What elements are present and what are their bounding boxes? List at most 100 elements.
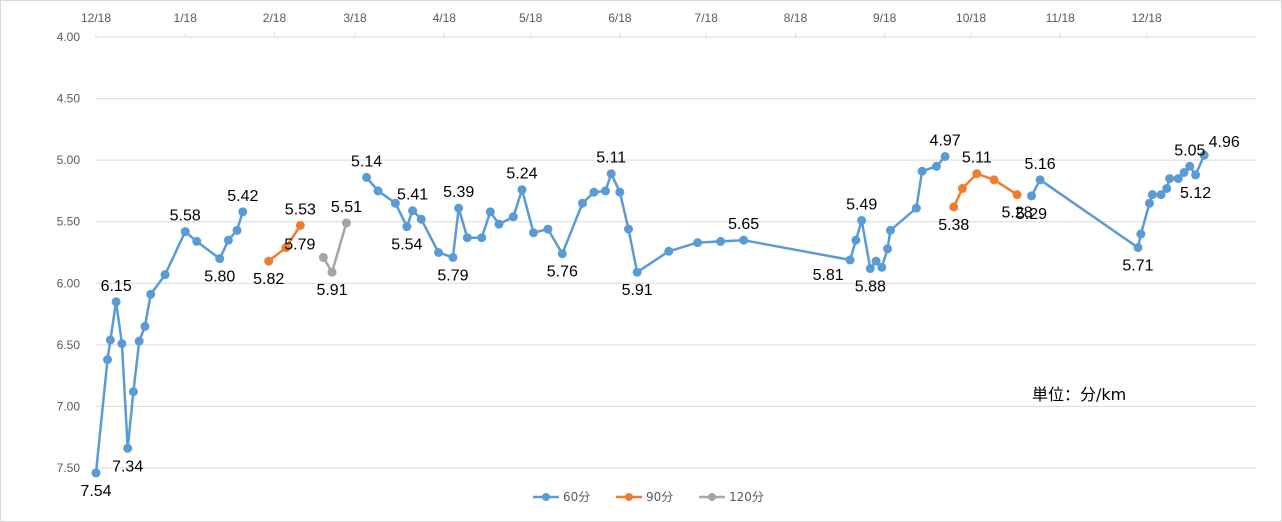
data-label: 5.11: [962, 150, 992, 167]
data-point: [883, 244, 893, 254]
data-point: [1199, 150, 1209, 160]
data-label: 5.79: [284, 236, 315, 253]
data-point: [931, 161, 941, 171]
x-tick-label: 3/18: [343, 11, 367, 25]
data-point: [1026, 191, 1036, 201]
data-label: 5.24: [506, 166, 537, 183]
data-point: [949, 202, 959, 212]
series-1: [264, 169, 1022, 266]
data-label: 5.82: [253, 271, 284, 288]
data-point: [318, 252, 328, 262]
data-point: [871, 256, 881, 266]
y-tick-label: 7.00: [57, 399, 81, 413]
data-label: 7.34: [112, 458, 143, 475]
data-label: 5.80: [204, 269, 235, 286]
y-tick-label: 5.50: [57, 215, 81, 229]
data-point: [462, 233, 472, 243]
x-tick-label: 4/18: [433, 11, 457, 25]
data-label: 5.28: [1002, 205, 1033, 222]
data-point: [600, 186, 610, 196]
x-tick-label: 9/18: [873, 11, 897, 25]
x-tick-label: 2/18: [263, 11, 287, 25]
data-point: [664, 246, 674, 256]
legend: 60分 90分 120分: [533, 490, 764, 504]
data-label: 5.53: [285, 201, 316, 218]
data-point: [517, 185, 527, 195]
data-point: [1162, 183, 1172, 193]
data-point: [1035, 175, 1045, 185]
y-tick-label: 5.00: [57, 153, 81, 167]
y-tick-label: 7.50: [57, 461, 81, 475]
data-point: [624, 224, 634, 234]
data-point: [1012, 190, 1022, 200]
data-point: [972, 169, 982, 179]
data-label: 5.49: [846, 196, 877, 213]
x-tick-label: 5/18: [519, 11, 543, 25]
y-tick-label: 6.50: [57, 338, 81, 352]
data-point: [543, 224, 553, 234]
legend-marker: [542, 493, 550, 501]
data-label: 5.51: [331, 199, 362, 216]
data-point: [940, 151, 950, 161]
data-point: [508, 212, 518, 222]
data-point: [223, 235, 233, 245]
x-tick-label: 6/18: [608, 11, 632, 25]
series-2: [318, 218, 351, 277]
data-label: 5.38: [938, 217, 969, 234]
data-point: [557, 249, 567, 259]
data-label: 5.65: [728, 216, 759, 233]
data-point: [851, 235, 861, 245]
data-point: [989, 175, 999, 185]
data-label: 5.58: [170, 208, 201, 225]
y-tick-label: 4.00: [57, 30, 81, 44]
x-tick-label: 8/18: [784, 11, 808, 25]
data-point: [232, 225, 242, 235]
legend-label: 60分: [563, 490, 590, 504]
data-point: [117, 339, 127, 349]
data-point: [128, 387, 138, 397]
data-point: [91, 468, 101, 478]
data-label: 4.96: [1209, 134, 1240, 151]
data-label: 7.54: [80, 483, 111, 500]
series-line: [322, 222, 348, 274]
x-tick-label: 10/18: [956, 11, 986, 25]
data-point: [192, 236, 202, 246]
data-label: 5.42: [227, 188, 258, 205]
data-label: 5.11: [596, 150, 626, 167]
data-point: [865, 264, 875, 274]
data-point: [1136, 229, 1146, 239]
data-point: [589, 187, 599, 197]
data-point: [140, 321, 150, 331]
data-point: [448, 252, 458, 262]
y-tick-label: 6.00: [57, 276, 81, 290]
unit-note: 単位：分/km: [1032, 385, 1126, 404]
data-point: [1133, 243, 1143, 253]
y-tick-label: 4.50: [57, 92, 81, 106]
data-point: [911, 203, 921, 213]
legend-marker: [708, 493, 716, 501]
data-point: [957, 183, 967, 193]
data-point: [238, 207, 248, 217]
x-tick-label: 7/18: [695, 11, 719, 25]
x-tick-label: 12/18: [81, 11, 111, 25]
data-label: 5.39: [443, 184, 474, 201]
data-point: [494, 219, 504, 229]
data-label: 5.54: [391, 237, 422, 254]
data-point: [1191, 170, 1201, 180]
legend-label: 120分: [729, 490, 764, 504]
data-point: [281, 243, 291, 253]
data-point: [341, 218, 351, 228]
data-label: 6.15: [101, 278, 132, 295]
x-tick-label: 12/18: [1132, 11, 1162, 25]
data-point: [327, 267, 337, 277]
data-point: [917, 166, 927, 176]
data-labels: 7.54 6.15 7.34 5.58 5.80 5.42 5.14 5.54 5.41 5.79…: [80, 132, 1239, 499]
data-label: 4.97: [930, 132, 961, 149]
data-point: [577, 198, 587, 208]
data-point: [264, 256, 274, 266]
data-label: 5.88: [855, 279, 886, 296]
data-point: [477, 233, 487, 243]
data-point: [373, 186, 383, 196]
data-label: 5.14: [351, 153, 382, 170]
